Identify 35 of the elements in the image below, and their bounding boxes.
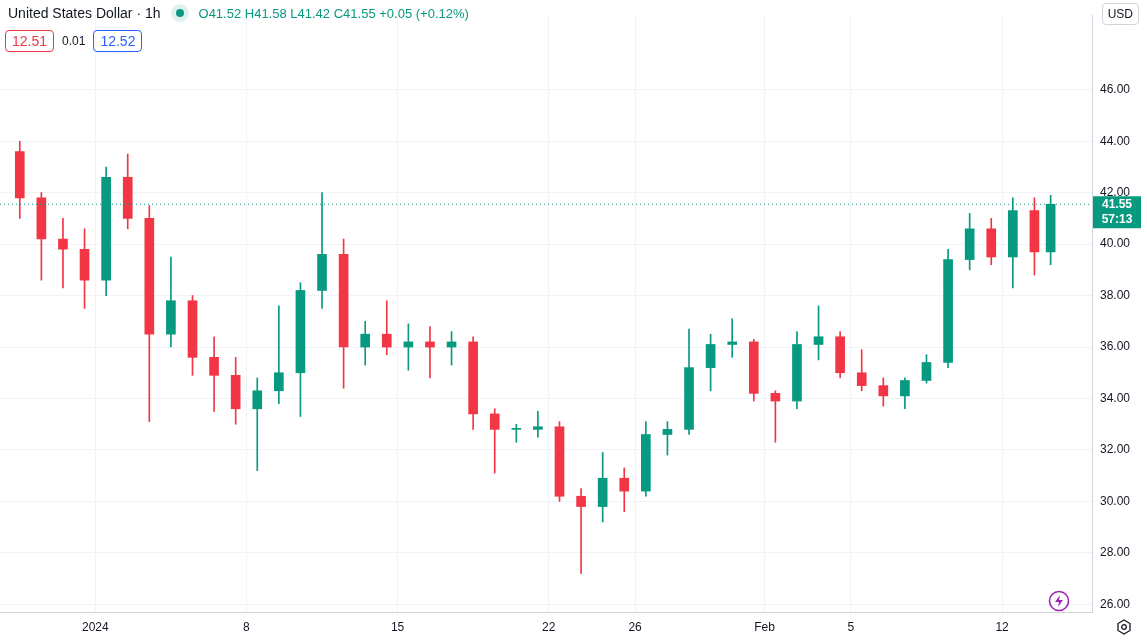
annotation: 0.01: [62, 34, 86, 48]
y-tick-label: 44.00: [1100, 133, 1131, 148]
candlestick: [209, 336, 219, 412]
x-tick-label: 22: [542, 619, 556, 634]
annotation: 12.51: [5, 30, 55, 52]
y-tick-label: 38.00: [1100, 287, 1131, 302]
x-tick-label: 15: [390, 619, 405, 634]
candlestick: [511, 423, 522, 443]
chart-subtitle: O41.52 H41.58 L41.42 C41.55 +0.05 (+0.12%): [198, 5, 469, 21]
y-tick-label: 28.00: [1100, 545, 1131, 560]
text: USD: [1101, 3, 1139, 25]
candlestick: [58, 218, 68, 289]
y-tick-label: 30.00: [1100, 493, 1131, 508]
y-tick-label: 26.00: [1100, 596, 1131, 611]
annotation: 12.52: [93, 30, 143, 52]
x-tick-label: 8: [243, 619, 251, 634]
y-tick-label: 36.00: [1100, 339, 1131, 354]
y-tick-label: 46.00: [1100, 82, 1131, 97]
x-tick-label: 2024: [82, 619, 110, 634]
x-tick-label: 12: [995, 619, 1010, 634]
text: 57:13: [1101, 211, 1133, 226]
y-tick-label: 40.00: [1100, 236, 1131, 251]
candlestick: [274, 305, 284, 404]
x-tick-label: Feb: [754, 619, 776, 634]
candlestick: [489, 408, 500, 474]
x-tick-label: 26: [628, 619, 643, 634]
candlestick: [576, 488, 586, 574]
candlestick: [381, 300, 392, 356]
x-tick-label: 5: [847, 619, 855, 634]
chart-title: United States Dollar · 1h: [8, 5, 161, 21]
y-tick-label: 34.00: [1100, 390, 1131, 405]
candlestick: [252, 377, 263, 471]
candlestick: [533, 411, 543, 438]
candlestick: [727, 318, 738, 358]
y-tick-label: 32.00: [1100, 442, 1131, 457]
